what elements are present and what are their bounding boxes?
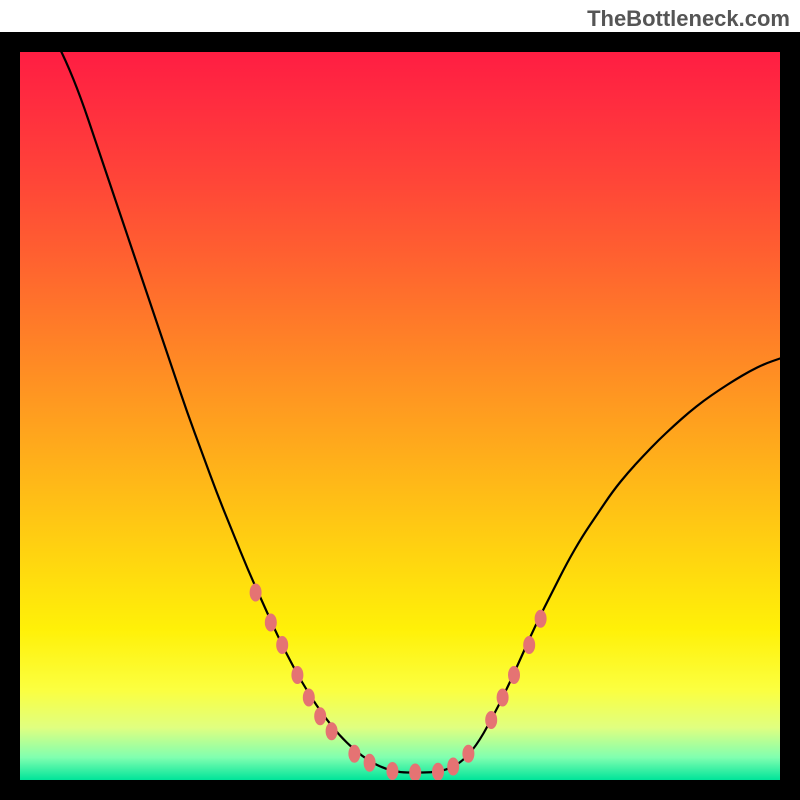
chart-frame: TheBottleneck.com: [0, 0, 800, 800]
data-marker: [303, 689, 315, 707]
frame-border-topbar: [0, 32, 800, 52]
data-marker: [364, 754, 376, 772]
data-marker: [523, 636, 535, 654]
data-marker: [326, 722, 338, 740]
data-marker: [386, 762, 398, 780]
data-marker: [314, 707, 326, 725]
data-marker: [497, 689, 509, 707]
data-marker: [508, 666, 520, 684]
gradient-background: [20, 30, 780, 780]
data-marker: [250, 584, 262, 602]
data-marker: [291, 666, 303, 684]
watermark-text: TheBottleneck.com: [587, 6, 790, 32]
chart-svg: [0, 0, 800, 800]
data-marker: [265, 614, 277, 632]
data-marker: [276, 636, 288, 654]
data-marker: [409, 764, 421, 782]
data-marker: [447, 758, 459, 776]
data-marker: [535, 610, 547, 628]
data-marker: [462, 745, 474, 763]
data-marker: [432, 763, 444, 781]
data-marker: [485, 711, 497, 729]
data-marker: [348, 745, 360, 763]
